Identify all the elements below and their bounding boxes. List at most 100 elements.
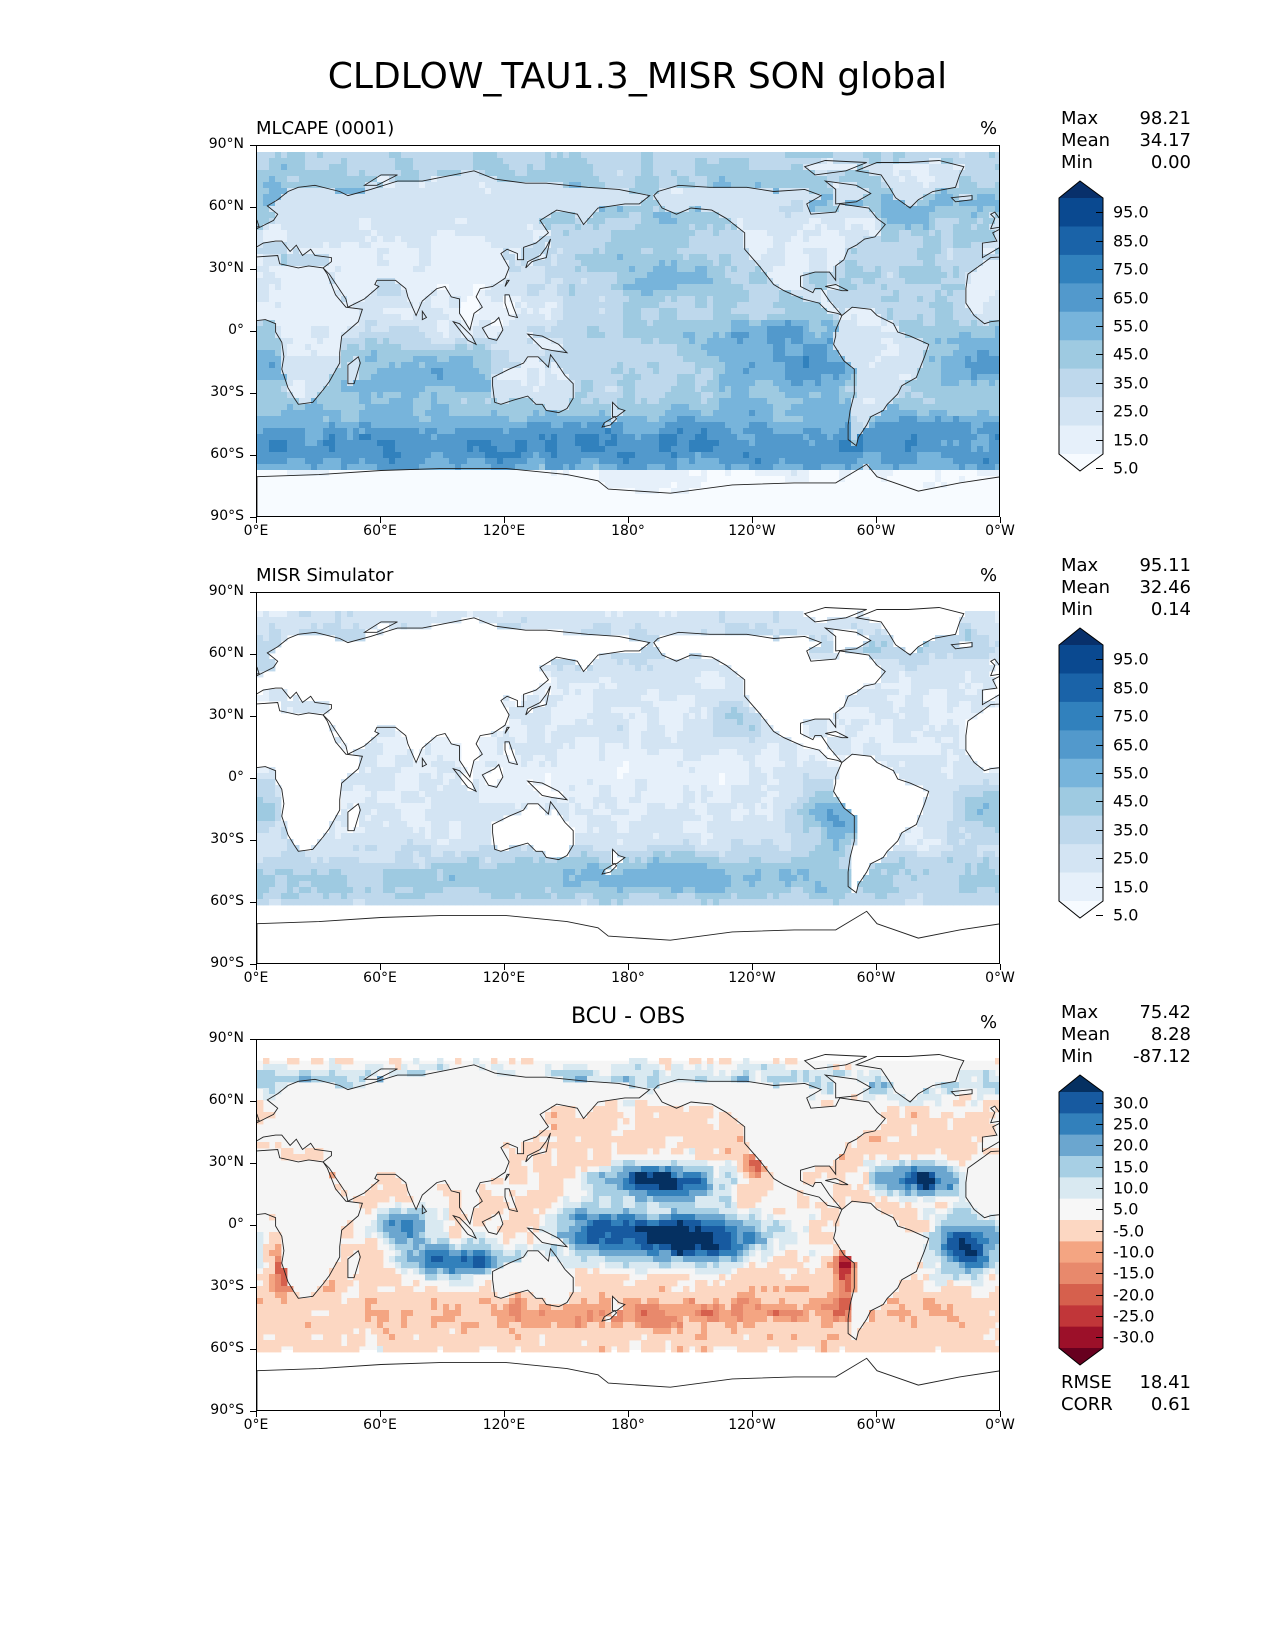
- heatmap-cell: [743, 302, 750, 309]
- heatmap-cell: [491, 266, 498, 273]
- heatmap-cell: [665, 296, 672, 303]
- heatmap-cell: [461, 170, 468, 177]
- heatmap-cell: [995, 362, 999, 369]
- heatmap-cell: [533, 272, 540, 279]
- heatmap-cell: [347, 254, 354, 261]
- heatmap-cell: [287, 314, 294, 321]
- heatmap-cell: [521, 230, 528, 237]
- heatmap-cell: [689, 254, 696, 261]
- heatmap-cell: [935, 368, 942, 375]
- heatmap-cell: [647, 356, 654, 363]
- heatmap-cell: [893, 218, 900, 225]
- heatmap-cell: [305, 284, 312, 291]
- heatmap-cell: [653, 368, 660, 375]
- heatmap-cell: [383, 320, 390, 327]
- heatmap-cell: [629, 278, 636, 285]
- heatmap-cell: [827, 314, 834, 321]
- heatmap-cell: [581, 308, 588, 315]
- heatmap-cell: [485, 320, 492, 327]
- heatmap-cell: [533, 320, 540, 327]
- heatmap-cell: [899, 308, 906, 315]
- heatmap-cell: [455, 386, 462, 393]
- heatmap-cell: [977, 188, 984, 195]
- heatmap-cell: [731, 302, 738, 309]
- heatmap-cell: [917, 272, 924, 279]
- heatmap-cell: [899, 266, 906, 273]
- heatmap-cell: [563, 314, 570, 321]
- heatmap-cell: [287, 308, 294, 315]
- heatmap-cell: [317, 386, 324, 393]
- heatmap-cell: [911, 248, 918, 255]
- heatmap-cell: [449, 374, 456, 381]
- heatmap-cell: [911, 236, 918, 243]
- heatmap-cell: [839, 338, 846, 345]
- heatmap-cell: [731, 254, 738, 261]
- heatmap-cell: [383, 206, 390, 213]
- heatmap-cell: [821, 380, 828, 387]
- heatmap-cell: [989, 314, 996, 321]
- heatmap-cell: [401, 182, 408, 189]
- heatmap-cell: [737, 314, 744, 321]
- heatmap-cell: [635, 332, 642, 339]
- heatmap-cell: [851, 356, 858, 363]
- heatmap-cell: [779, 200, 786, 207]
- heatmap-cell: [407, 380, 414, 387]
- heatmap-cell: [527, 284, 534, 291]
- heatmap-cell: [869, 266, 876, 273]
- heatmap-cell: [977, 356, 984, 363]
- heatmap-cell: [713, 332, 720, 339]
- heatmap-cell: [929, 212, 936, 219]
- heatmap-cell: [323, 194, 330, 201]
- heatmap-cell: [755, 206, 762, 213]
- heatmap-cell: [869, 374, 876, 381]
- heatmap-cell: [797, 248, 804, 255]
- heatmap-cell: [851, 152, 858, 159]
- heatmap-cell: [947, 326, 954, 333]
- heatmap-cell: [323, 212, 330, 219]
- heatmap-cell: [983, 362, 990, 369]
- heatmap-cell: [965, 290, 972, 297]
- heatmap-cell: [947, 284, 954, 291]
- heatmap-cell: [761, 368, 768, 375]
- heatmap-cell: [929, 326, 936, 333]
- heatmap-cell: [965, 308, 972, 315]
- heatmap-cell: [425, 326, 432, 333]
- heatmap-cell: [917, 164, 924, 171]
- heatmap-cell: [773, 230, 780, 237]
- heatmap-cell: [917, 260, 924, 267]
- heatmap-cell: [623, 176, 630, 183]
- heatmap-cell: [707, 218, 714, 225]
- heatmap-cell: [383, 188, 390, 195]
- heatmap-cell: [869, 248, 876, 255]
- heatmap-cell: [503, 170, 510, 177]
- heatmap-cell: [983, 248, 990, 255]
- heatmap-cell: [683, 338, 690, 345]
- heatmap-cell: [371, 170, 378, 177]
- heatmap-cell: [689, 230, 696, 237]
- heatmap-cell: [887, 242, 894, 249]
- heatmap-cell: [515, 152, 522, 159]
- heatmap-cell: [665, 302, 672, 309]
- heatmap-cell: [503, 350, 510, 357]
- heatmap-cell: [821, 368, 828, 375]
- heatmap-cell: [569, 224, 576, 231]
- heatmap-cell: [257, 386, 264, 393]
- heatmap-cell: [443, 272, 450, 279]
- heatmap-cell: [353, 200, 360, 207]
- heatmap-cell: [599, 176, 606, 183]
- heatmap-cell: [263, 212, 270, 219]
- heatmap-cell: [857, 278, 864, 285]
- heatmap-cell: [449, 236, 456, 243]
- heatmap-cell: [467, 188, 474, 195]
- heatmap-cell: [605, 248, 612, 255]
- heatmap-cell: [281, 308, 288, 315]
- heatmap-cell: [515, 278, 522, 285]
- heatmap-cell: [377, 332, 384, 339]
- heatmap-cell: [647, 362, 654, 369]
- heatmap-cell: [563, 266, 570, 273]
- heatmap-cell: [563, 194, 570, 201]
- heatmap-cell: [407, 344, 414, 351]
- heatmap-cell: [323, 356, 330, 363]
- heatmap-cell: [815, 224, 822, 231]
- heatmap-cell: [959, 272, 966, 279]
